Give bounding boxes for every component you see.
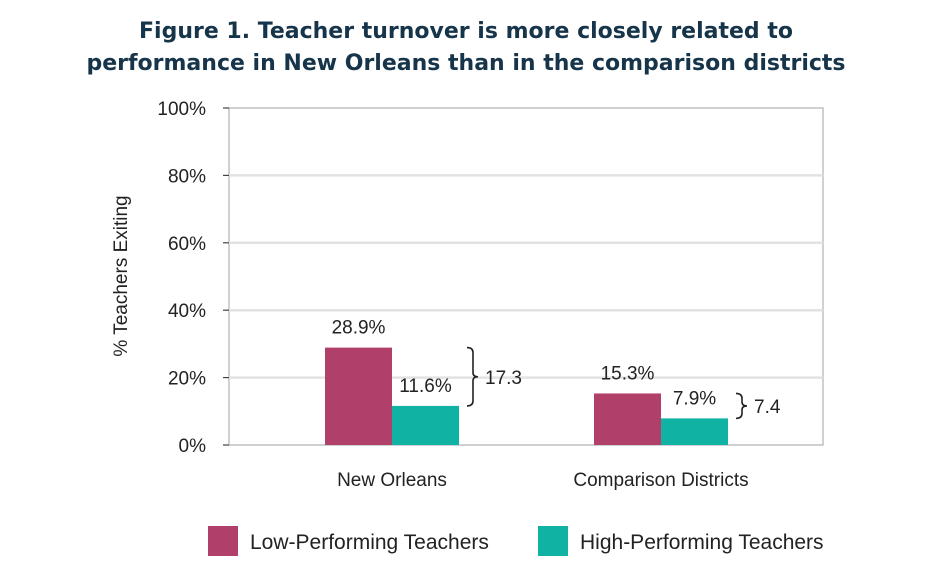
legend: Low-Performing Teachers High-Performing T… bbox=[208, 526, 824, 556]
legend-label: High-Performing Teachers bbox=[580, 531, 824, 554]
legend-swatch bbox=[538, 526, 568, 556]
y-tick-label: 20% bbox=[168, 369, 206, 390]
bars: 28.9% 11.6% 17.3 15.3% 7.9% 7.4 bbox=[325, 318, 781, 445]
data-label: 28.9% bbox=[332, 318, 386, 339]
gridlines bbox=[229, 174, 823, 379]
data-label: 11.6% bbox=[399, 376, 452, 397]
y-axis-label: % Teachers Exiting bbox=[111, 195, 132, 356]
data-label: 15.3% bbox=[601, 363, 655, 384]
legend-label: Low-Performing Teachers bbox=[250, 531, 489, 554]
legend-swatch bbox=[208, 526, 238, 556]
chart-title: Figure 1. Teacher turnover is more close… bbox=[0, 16, 932, 80]
y-axis: 0% 20% 40% 60% 80% 100% bbox=[157, 99, 229, 457]
y-tick-label: 60% bbox=[168, 234, 206, 255]
data-label: 7.9% bbox=[673, 388, 716, 409]
y-tick-label: 80% bbox=[168, 166, 206, 187]
chart-title-line-1: Figure 1. Teacher turnover is more close… bbox=[139, 19, 793, 44]
bar bbox=[392, 405, 459, 445]
bar bbox=[325, 347, 392, 445]
bar bbox=[661, 418, 728, 445]
difference-brace bbox=[735, 392, 748, 420]
y-tick-label: 100% bbox=[157, 99, 206, 120]
x-tick-label: Comparison Districts bbox=[573, 470, 748, 491]
difference-brace bbox=[466, 346, 479, 407]
chart-title-line-2: performance in New Orleans than in the c… bbox=[86, 51, 846, 76]
bar bbox=[594, 393, 661, 445]
difference-label: 17.3 bbox=[485, 368, 522, 389]
y-tick-label: 0% bbox=[179, 436, 207, 457]
y-tick-label: 40% bbox=[168, 301, 206, 322]
plot-area-frame bbox=[228, 107, 824, 446]
difference-label: 7.4 bbox=[754, 397, 781, 418]
x-tick-label: New Orleans bbox=[337, 470, 447, 491]
x-axis: New Orleans Comparison Districts bbox=[337, 470, 749, 491]
